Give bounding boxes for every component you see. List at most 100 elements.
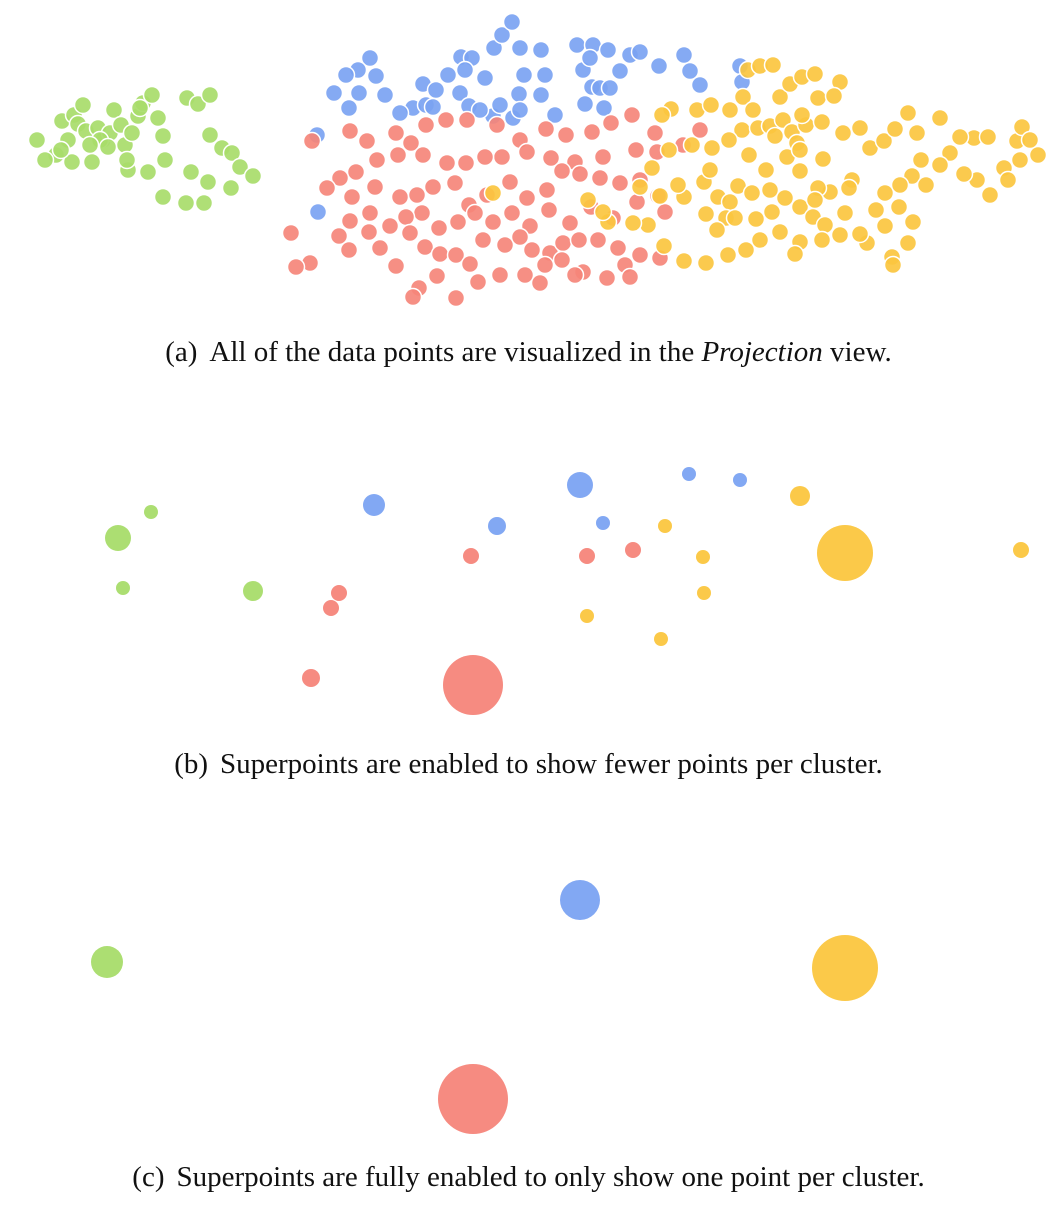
data-point-red-14[interactable] [622,105,642,125]
data-point-green-27[interactable] [222,143,242,163]
data-point-yellow-95[interactable] [746,209,766,229]
data-point-yellow-5[interactable] [697,586,711,600]
data-point-yellow-84[interactable] [674,251,694,271]
data-point-green-1[interactable] [144,505,158,519]
data-point-yellow-103[interactable] [916,175,936,195]
data-point-yellow-0[interactable] [790,486,810,506]
data-point-yellow-108[interactable] [701,95,721,115]
data-point-red-5[interactable] [302,669,320,687]
data-point-red-94[interactable] [468,272,488,292]
data-point-red-25[interactable] [475,147,495,167]
data-point-yellow-104[interactable] [890,175,910,195]
data-point-blue-36[interactable] [649,56,669,76]
data-point-yellow-71[interactable] [760,180,780,200]
data-point-red-29[interactable] [388,145,408,165]
data-point-red-88[interactable] [597,268,617,288]
data-point-green-32[interactable] [181,162,201,182]
data-point-red-69[interactable] [339,240,359,260]
data-point-red-30[interactable] [367,150,387,170]
data-point-yellow-3[interactable] [817,525,873,581]
data-point-red-99[interactable] [370,238,390,258]
data-point-yellow-47[interactable] [898,233,918,253]
data-point-green-37[interactable] [130,98,150,118]
data-point-blue-5[interactable] [733,473,747,487]
data-point-blue-4[interactable] [375,85,395,105]
data-point-red-75[interactable] [460,254,480,274]
data-point-red-3[interactable] [386,123,406,143]
data-point-yellow-27[interactable] [930,108,950,128]
data-point-red-61[interactable] [448,212,468,232]
data-point-yellow-46[interactable] [903,212,923,232]
data-point-red-35[interactable] [365,177,385,197]
data-point-red-83[interactable] [588,230,608,250]
data-point-red-63[interactable] [412,203,432,223]
data-point-red-95[interactable] [446,288,466,308]
data-point-blue-52[interactable] [390,103,410,123]
data-point-green-41[interactable] [117,150,137,170]
data-point-yellow-58[interactable] [719,130,739,150]
data-point-yellow-39[interactable] [911,150,931,170]
data-point-yellow-2[interactable] [696,550,710,564]
data-point-red-6[interactable] [436,110,456,130]
data-point-yellow-57[interactable] [739,145,759,165]
data-point-yellow-30[interactable] [978,127,998,147]
data-point-yellow-93[interactable] [707,220,727,240]
data-point-yellow-77[interactable] [812,230,832,250]
data-point-yellow-87[interactable] [623,213,643,233]
data-point-yellow-111[interactable] [790,140,810,160]
data-point-blue-23[interactable] [514,65,534,85]
data-point-red-96[interactable] [427,266,447,286]
data-point-red-51[interactable] [655,202,675,222]
data-point-yellow-21[interactable] [850,118,870,138]
data-point-blue-5[interactable] [349,83,369,103]
data-point-red-0[interactable] [463,548,479,564]
data-point-red-62[interactable] [429,218,449,238]
data-point-blue-11[interactable] [426,80,446,100]
data-point-yellow-4[interactable] [1013,542,1029,558]
data-point-red-76[interactable] [473,230,493,250]
data-point-green-21[interactable] [153,126,173,146]
data-point-green-15[interactable] [122,123,142,143]
data-point-red-67[interactable] [340,211,360,231]
data-point-green-0[interactable] [91,946,123,978]
data-point-blue-16[interactable] [475,68,495,88]
data-point-yellow-97[interactable] [785,244,805,264]
data-point-red-19[interactable] [626,140,646,160]
data-point-red-15[interactable] [645,123,665,143]
data-point-yellow-79[interactable] [770,222,790,242]
data-point-yellow-110[interactable] [765,126,785,146]
data-point-green-3[interactable] [243,581,263,601]
data-point-yellow-42[interactable] [866,200,886,220]
data-point-red-36[interactable] [390,187,410,207]
data-point-yellow-56[interactable] [756,160,776,180]
data-point-blue-22[interactable] [510,38,530,58]
data-point-yellow-86[interactable] [638,215,658,235]
data-point-blue-21[interactable] [502,12,522,32]
data-point-red-38[interactable] [423,177,443,197]
data-point-yellow-72[interactable] [775,188,795,208]
data-point-red-39[interactable] [445,173,465,193]
data-point-blue-45[interactable] [509,84,529,104]
data-point-red-1[interactable] [340,121,360,141]
data-point-green-43[interactable] [80,135,100,155]
data-point-blue-17[interactable] [450,83,470,103]
data-point-yellow-114[interactable] [839,178,859,198]
data-point-red-46[interactable] [570,164,590,184]
data-point-blue-48[interactable] [575,94,595,114]
data-point-red-52[interactable] [627,192,647,212]
data-point-green-29[interactable] [243,166,263,186]
data-point-yellow-63[interactable] [630,177,650,197]
data-point-blue-39[interactable] [690,75,710,95]
data-point-yellow-10[interactable] [824,86,844,106]
data-point-yellow-73[interactable] [790,197,810,217]
data-point-yellow-6[interactable] [580,609,594,623]
data-point-green-35[interactable] [194,193,214,213]
data-point-green-36[interactable] [200,85,220,105]
data-point-yellow-26[interactable] [907,123,927,143]
data-point-yellow-90[interactable] [593,202,613,222]
data-point-red-70[interactable] [359,222,379,242]
data-point-blue-0[interactable] [360,48,380,68]
data-point-blue-2[interactable] [336,65,356,85]
data-point-yellow-0[interactable] [733,87,753,107]
data-point-red-45[interactable] [552,161,572,181]
